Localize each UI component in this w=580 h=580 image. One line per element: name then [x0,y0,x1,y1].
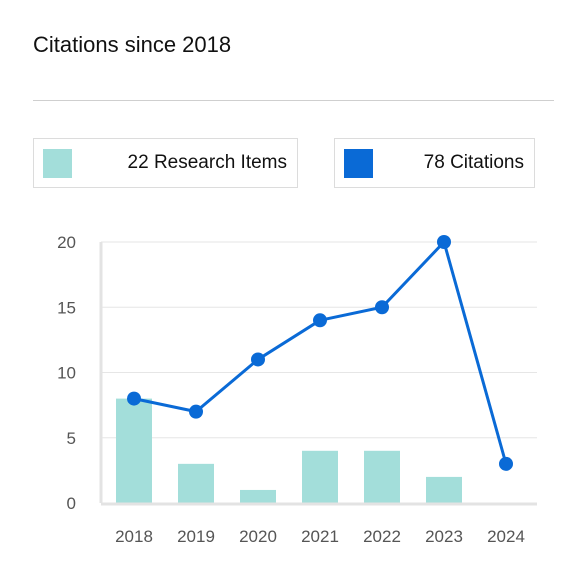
research-items-label: 22 Research Items [127,152,287,173]
y-tick-label-20: 20 [57,233,76,252]
citation-point-2019 [189,404,203,419]
x-tick-label-2019: 2019 [177,527,215,546]
chart-title: Citations since 2018 [33,32,232,57]
bar-2020 [240,489,276,503]
citation-point-2018 [127,391,141,406]
bar-2022 [364,450,400,503]
citations-label: 78 Citations [423,152,524,173]
citation-point-2022 [375,300,389,315]
x-tick-label-2023: 2023 [425,527,463,546]
y-tick-label-10: 10 [57,364,76,383]
legend-citations[interactable]: 78 Citations [334,138,535,188]
y-tick-label-5: 5 [67,429,76,448]
x-tick-label-2022: 2022 [363,527,401,546]
bar-2021 [302,450,338,503]
citations-points [127,235,513,471]
research-items-swatch [43,149,72,178]
bar-2018 [116,398,152,503]
citations-swatch [344,149,373,178]
bar-2019 [178,463,214,503]
research-items-bars [116,398,462,503]
x-tick-label-2020: 2020 [239,527,277,546]
x-tick-label-2024: 2024 [487,527,525,546]
legend-research-items[interactable]: 22 Research Items [33,138,298,188]
x-axis-tick-labels: 2018 2019 2020 2021 2022 2023 2024 [115,527,525,546]
grid-lines [101,241,537,439]
y-tick-label-15: 15 [57,298,76,317]
citation-point-2023 [437,235,451,249]
title-divider [33,100,554,101]
citation-point-2024 [499,456,513,471]
bar-2023 [426,476,462,503]
citations-line-path [132,240,508,466]
citation-point-2020 [251,352,265,367]
y-axis-tick-labels: 0 5 10 15 20 [57,233,76,513]
x-tick-label-2021: 2021 [301,527,339,546]
citation-point-2021 [313,313,327,328]
axes [99,242,537,506]
y-tick-label-0: 0 [67,494,76,513]
citations-line [132,240,508,466]
x-tick-label-2018: 2018 [115,527,153,546]
